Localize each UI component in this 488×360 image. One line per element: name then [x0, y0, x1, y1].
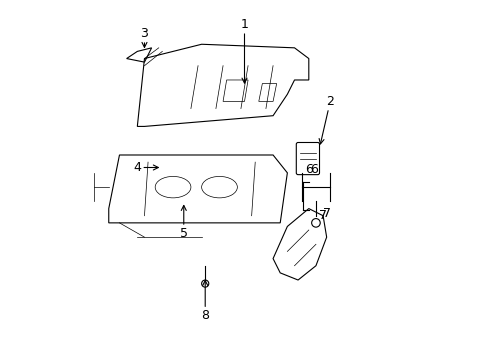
Text: 7: 7	[319, 209, 326, 222]
Text: 8: 8	[201, 280, 209, 322]
Text: 5: 5	[180, 206, 187, 240]
Text: 6: 6	[304, 163, 312, 176]
Text: 4: 4	[133, 161, 158, 174]
Text: 3: 3	[140, 27, 148, 48]
Text: 7: 7	[323, 207, 330, 220]
Text: 6: 6	[310, 163, 318, 176]
Text: 2: 2	[319, 95, 333, 144]
Text: 1: 1	[240, 18, 248, 83]
